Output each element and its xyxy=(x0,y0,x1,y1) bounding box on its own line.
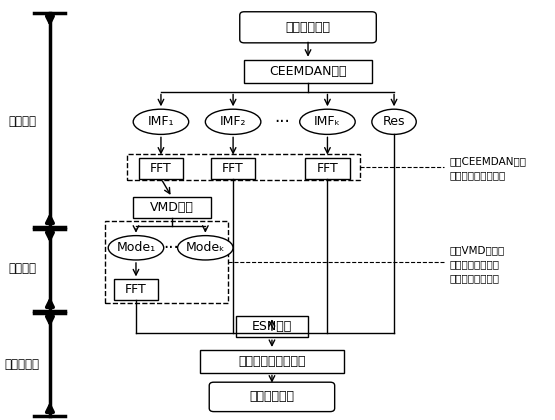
Ellipse shape xyxy=(178,236,233,260)
FancyBboxPatch shape xyxy=(114,279,158,300)
Text: 检验VMD进一步
提取高频分量中不
同频率信息的效果: 检验VMD进一步 提取高频分量中不 同频率信息的效果 xyxy=(450,246,505,284)
Text: 检验CEEMDAN提取
不同尺度信息的效果: 检验CEEMDAN提取 不同尺度信息的效果 xyxy=(450,156,527,180)
FancyBboxPatch shape xyxy=(211,158,255,178)
Text: Mode₁: Mode₁ xyxy=(117,241,155,254)
Ellipse shape xyxy=(205,109,261,134)
Ellipse shape xyxy=(108,236,164,260)
Ellipse shape xyxy=(372,109,416,134)
Text: 预测及重构: 预测及重构 xyxy=(4,358,40,370)
Ellipse shape xyxy=(300,109,355,134)
FancyBboxPatch shape xyxy=(305,158,350,178)
FancyBboxPatch shape xyxy=(236,316,308,337)
Text: Res: Res xyxy=(383,116,405,128)
Text: VMD分解: VMD分解 xyxy=(150,202,194,214)
Text: IMFₖ: IMFₖ xyxy=(314,116,341,128)
FancyBboxPatch shape xyxy=(139,158,183,178)
Text: IMF₂: IMF₂ xyxy=(220,116,246,128)
Text: IMF₁: IMF₁ xyxy=(148,116,174,128)
Text: 二次分解: 二次分解 xyxy=(8,262,36,275)
FancyBboxPatch shape xyxy=(240,12,376,43)
Text: CEEMDAN分解: CEEMDAN分解 xyxy=(269,65,347,78)
Text: Modeₖ: Modeₖ xyxy=(185,241,225,254)
FancyBboxPatch shape xyxy=(244,60,372,83)
Ellipse shape xyxy=(133,109,189,134)
Text: ···: ··· xyxy=(274,113,290,131)
Text: 最终预测结果: 最终预测结果 xyxy=(249,391,295,403)
Text: FFT: FFT xyxy=(222,162,244,174)
Text: ···: ··· xyxy=(163,239,179,257)
FancyBboxPatch shape xyxy=(133,197,211,218)
Text: ESN模型: ESN模型 xyxy=(252,320,292,333)
FancyBboxPatch shape xyxy=(209,382,335,412)
Text: 各分量预测结果重构: 各分量预测结果重构 xyxy=(238,355,306,368)
Text: FFT: FFT xyxy=(125,284,147,296)
Text: FFT: FFT xyxy=(316,162,339,174)
Text: FFT: FFT xyxy=(150,162,172,174)
Text: 原始径流序列: 原始径流序列 xyxy=(285,21,331,34)
Text: 一次分解: 一次分解 xyxy=(8,116,36,128)
FancyBboxPatch shape xyxy=(200,350,344,373)
